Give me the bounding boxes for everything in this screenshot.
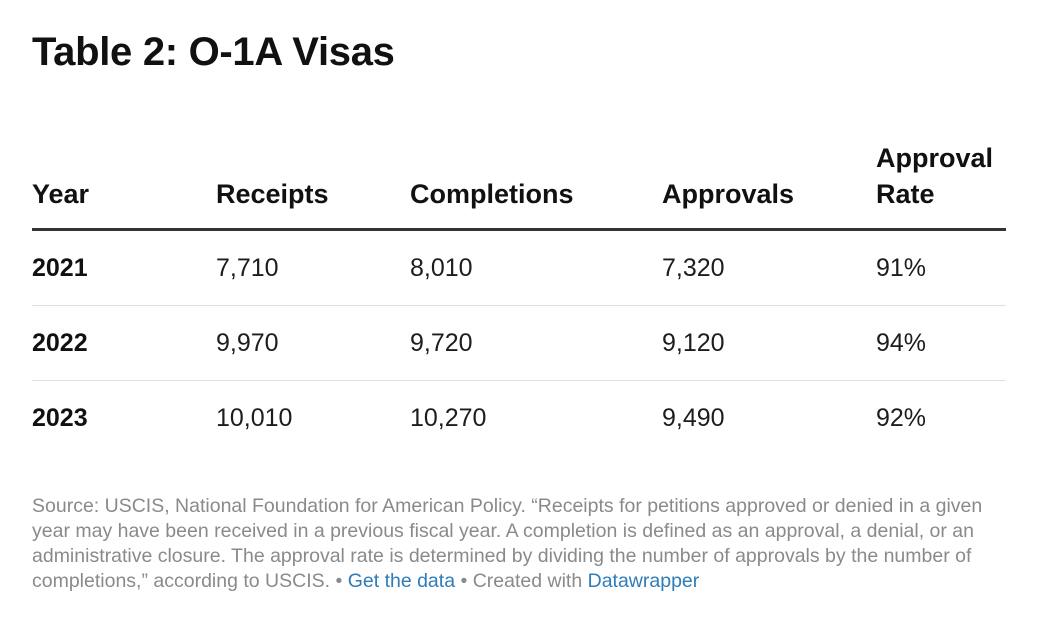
cell-approvals: 9,120 xyxy=(662,329,725,357)
header-completions: Completions xyxy=(410,179,574,209)
source-note: Source: USCIS, National Foundation for A… xyxy=(32,495,983,592)
cell-approval-rate: 92% xyxy=(876,404,927,432)
footer-separator: • xyxy=(330,570,348,592)
cell-year: 2022 xyxy=(32,329,88,357)
cell-receipts: 9,970 xyxy=(216,329,279,357)
cell-approvals: 7,320 xyxy=(662,254,725,282)
table-row: 2023 10,010 10,270 9,490 92% xyxy=(32,381,1006,455)
cell-approvals: 9,490 xyxy=(662,404,725,432)
datawrapper-link[interactable]: Datawrapper xyxy=(587,570,700,592)
data-table: Year Receipts Completions Approvals Appr… xyxy=(32,128,1006,455)
header-approvals: Approvals xyxy=(662,179,795,209)
cell-completions: 10,270 xyxy=(410,404,487,432)
table-title: Table 2: O-1A Visas xyxy=(32,30,395,74)
source-footer: Source: USCIS, National Foundation for A… xyxy=(32,494,1006,594)
cell-approval-rate: 91% xyxy=(876,254,927,282)
cell-approval-rate: 94% xyxy=(876,329,927,357)
cell-completions: 8,010 xyxy=(410,254,473,282)
cell-year: 2021 xyxy=(32,254,88,282)
table-row: 2021 7,710 8,010 7,320 91% xyxy=(32,231,1006,306)
footer-separator: • xyxy=(455,570,473,592)
header-year: Year xyxy=(32,179,90,209)
header-approval-rate: Approval Rate xyxy=(876,143,994,209)
table-row: 2022 9,970 9,720 9,120 94% xyxy=(32,306,1006,381)
header-receipts: Receipts xyxy=(216,179,329,209)
cell-receipts: 10,010 xyxy=(216,404,293,432)
get-the-data-link[interactable]: Get the data xyxy=(347,570,456,592)
cell-receipts: 7,710 xyxy=(216,254,279,282)
cell-year: 2023 xyxy=(32,404,88,432)
table-header-row: Year Receipts Completions Approvals Appr… xyxy=(32,128,1006,231)
cell-completions: 9,720 xyxy=(410,329,473,357)
created-with-text: Created with xyxy=(472,570,588,592)
